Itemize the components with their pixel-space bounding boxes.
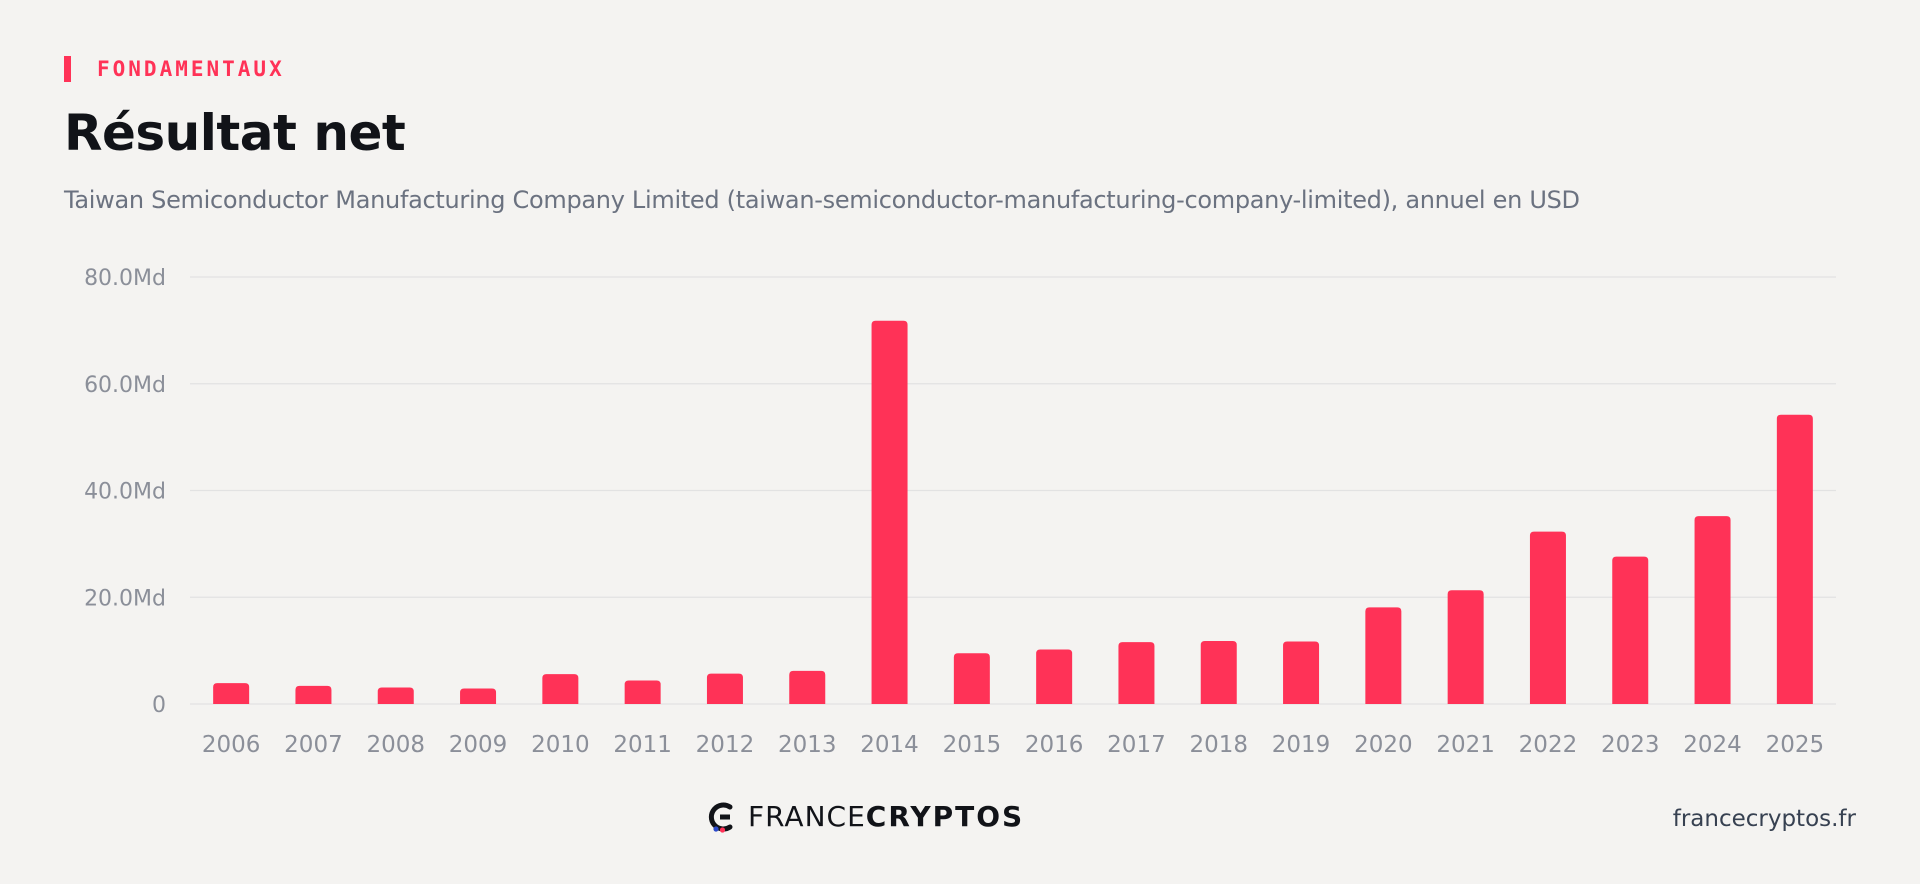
- x-tick-label: 2014: [860, 732, 919, 758]
- bar-2012: [706, 673, 743, 704]
- y-tick-label: 60.0Md: [84, 373, 166, 398]
- x-tick-label: 2013: [778, 732, 837, 758]
- x-tick-label: 2017: [1107, 732, 1166, 758]
- y-tick-label: 20.0Md: [84, 586, 166, 611]
- x-tick-label: 2023: [1601, 732, 1660, 758]
- bar-2016: [1036, 649, 1073, 704]
- x-tick-label: 2019: [1272, 732, 1331, 758]
- bar-chart: 0 20.0Md 40.0Md 60.0Md 80.0Md 2006 2007 2008 200…: [84, 266, 1836, 758]
- x-tick-label: 2007: [284, 732, 343, 758]
- x-tick-label: 2021: [1436, 732, 1495, 758]
- bar-2019: [1283, 641, 1320, 704]
- eyebrow-label: FONDAMENTAUX: [97, 57, 285, 81]
- bar-2020: [1365, 607, 1402, 704]
- x-tick-label: 2016: [1025, 732, 1084, 758]
- logo-text-light: FRANCE: [748, 800, 866, 833]
- y-tick-label: 0: [152, 693, 166, 718]
- x-tick-label: 2006: [202, 732, 261, 758]
- bar-2007: [295, 685, 332, 704]
- chart-subtitle: Taiwan Semiconductor Manufacturing Compa…: [64, 186, 1580, 214]
- bar-2013: [789, 670, 826, 704]
- x-tick-label: 2008: [366, 732, 425, 758]
- x-tick-label: 2011: [613, 732, 672, 758]
- bar-2025: [1776, 414, 1813, 704]
- bar-2010: [542, 674, 579, 704]
- x-tick-label: 2018: [1189, 732, 1248, 758]
- logo-text-bold: CRYPTOS: [865, 800, 1025, 833]
- francecryptos-logo-icon: [708, 802, 733, 833]
- x-tick-label: 2025: [1766, 732, 1825, 758]
- bar-2014: [871, 320, 908, 704]
- bar-2015: [953, 653, 990, 704]
- y-tick-label: 80.0Md: [84, 266, 166, 291]
- bar-2023: [1612, 556, 1649, 704]
- x-tick-label: 2009: [449, 732, 508, 758]
- brand-logo[interactable]: FRANCE CRYPTOS: [708, 800, 1024, 833]
- footer-url-link[interactable]: francecryptos.fr: [1672, 806, 1856, 832]
- bar-2017: [1118, 642, 1155, 704]
- eyebrow-accent-bar: [64, 56, 71, 82]
- bar-2011: [624, 680, 661, 704]
- x-tick-label: 2020: [1354, 732, 1413, 758]
- x-tick-label: 2012: [696, 732, 755, 758]
- bar-2018: [1200, 641, 1237, 704]
- x-tick-label: 2010: [531, 732, 590, 758]
- section-eyebrow: FONDAMENTAUX: [64, 56, 285, 82]
- x-tick-label: 2015: [943, 732, 1002, 758]
- x-tick-label: 2022: [1519, 732, 1578, 758]
- bar-2021: [1447, 590, 1484, 704]
- bar-2022: [1529, 531, 1566, 704]
- bar-2024: [1694, 516, 1731, 704]
- chart-title: Résultat net: [64, 104, 406, 162]
- bar-2006: [213, 683, 250, 704]
- bar-2009: [460, 688, 497, 704]
- y-tick-label: 40.0Md: [84, 480, 166, 505]
- x-tick-label: 2024: [1683, 732, 1742, 758]
- bar-2008: [377, 687, 414, 704]
